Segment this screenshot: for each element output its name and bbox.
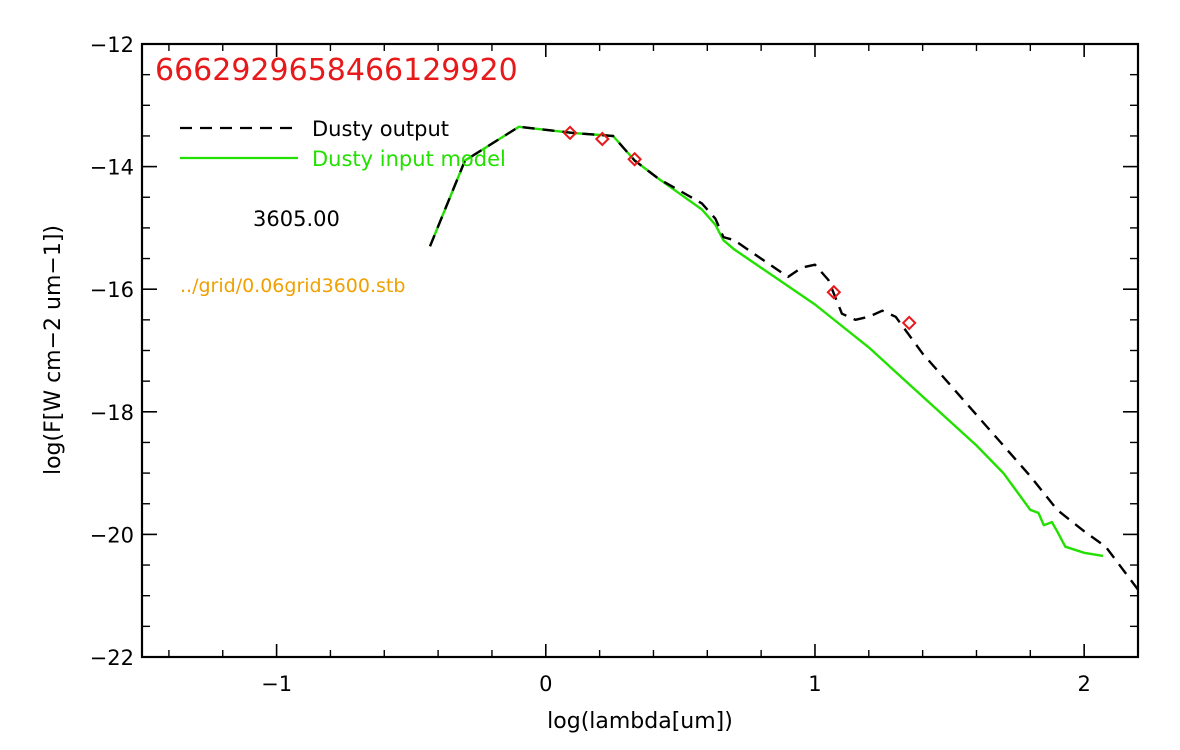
- legend-label-dusty-input: Dusty input model: [312, 147, 506, 171]
- photometry-markers: [562, 125, 917, 331]
- plot-frame: [140, 42, 1140, 659]
- y-tick-label: −22: [90, 646, 134, 670]
- axis-ticks: [142, 43, 1139, 658]
- y-tick-label: −16: [90, 278, 134, 302]
- grid-file-annotation: ../grid/0.06grid3600.stb: [180, 275, 405, 297]
- photometry-point: [826, 284, 842, 300]
- y-tick-label: −20: [90, 523, 134, 547]
- photometry-point: [594, 131, 610, 147]
- temperature-annotation: 3605.00: [253, 207, 340, 231]
- dusty-output-line: [428, 125, 1138, 591]
- photometry-point: [627, 151, 643, 167]
- photometry-point: [562, 125, 578, 141]
- chart-title: 6662929658466129920: [155, 53, 518, 88]
- y-tick-label: −12: [90, 33, 134, 57]
- legend-label-dusty-output: Dusty output: [312, 117, 449, 141]
- x-tick-label: 1: [808, 672, 821, 696]
- x-tick-label: 2: [1077, 672, 1090, 696]
- x-axis-label: log(lambda[um]): [547, 709, 733, 734]
- x-tick-label: 0: [539, 672, 552, 696]
- photometry-point: [901, 315, 917, 331]
- y-axis-label: log(F[W cm−2 um−1]): [41, 225, 66, 475]
- legend: Dusty output Dusty input model: [180, 117, 506, 171]
- x-tick-label: −1: [261, 672, 292, 696]
- dusty-input-model-line: [428, 125, 1104, 558]
- y-tick-label: −18: [90, 401, 134, 425]
- y-tick-label: −14: [90, 156, 134, 180]
- series-lines: [428, 125, 1138, 591]
- axis-tick-labels: −1 0 1 2 −12 −14 −16 −18 −20 −22: [90, 33, 1091, 696]
- plot-area: [428, 125, 1138, 591]
